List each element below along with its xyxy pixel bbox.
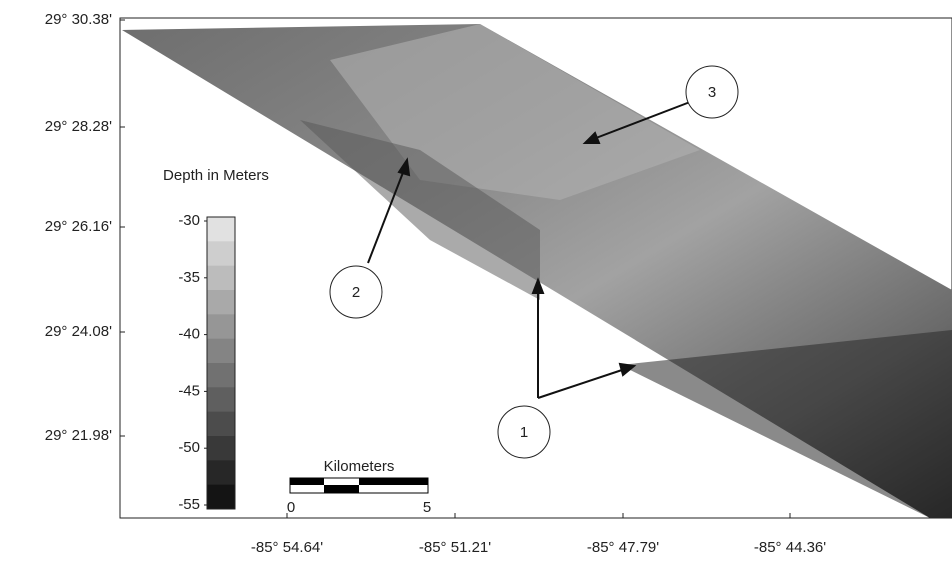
colorbar-band (207, 266, 235, 291)
scale-title: Kilometers (324, 458, 395, 475)
colorbar-band (207, 460, 235, 485)
depth-legend: Depth in Meters -30 -35 -40 -45 -50 -55 (163, 167, 269, 513)
colorbar-band (207, 339, 235, 364)
scale-seg (324, 485, 359, 493)
colorbar-band (207, 485, 235, 510)
legend-title: Depth in Meters (163, 167, 269, 184)
colorbar-band (207, 412, 235, 437)
callout-label: 2 (352, 284, 360, 301)
latitude-label: 29° 26.16' (45, 218, 112, 235)
latitude-axis: 29° 30.38' 29° 28.28' 29° 26.16' 29° 24.08'… (45, 11, 125, 444)
scale-label: 0 (287, 499, 295, 516)
page: 29° 30.38' 29° 28.28' 29° 26.16' 29° 24.08'… (0, 0, 952, 581)
longitude-label: -85° 51.21' (419, 539, 491, 556)
legend-tick-label: -35 (178, 269, 200, 286)
scale-seg (290, 478, 324, 485)
longitude-label: -85° 44.36' (754, 539, 826, 556)
legend-tick-label: -45 (178, 382, 200, 399)
legend-tick-label: -30 (178, 212, 200, 229)
callout-label: 1 (520, 424, 528, 441)
longitude-label: -85° 54.64' (251, 539, 323, 556)
legend-tick-label: -50 (178, 439, 200, 456)
scale-label: 5 (423, 499, 431, 516)
longitude-label: -85° 47.79' (587, 539, 659, 556)
latitude-label: 29° 21.98' (45, 427, 112, 444)
latitude-label: 29° 30.38' (45, 11, 112, 28)
colorbar-band (207, 241, 235, 266)
legend-tick-label: -55 (178, 496, 200, 513)
scale-bar: Kilometers 0 5 (287, 458, 431, 516)
colorbar-band (207, 290, 235, 315)
colorbar-band (207, 387, 235, 412)
callout-label: 3 (708, 84, 716, 101)
colorbar-band (207, 363, 235, 388)
colorbar-band (207, 436, 235, 461)
scale-seg (359, 478, 428, 485)
longitude-axis: -85° 54.64' -85° 51.21' -85° 47.79' -85° 44… (251, 513, 826, 556)
arrow (538, 370, 622, 398)
colorbar-band (207, 217, 235, 242)
legend-tick-label: -40 (178, 326, 200, 343)
colorbar-band (207, 314, 235, 339)
map-figure: 29° 30.38' 29° 28.28' 29° 26.16' 29° 24.08'… (0, 0, 952, 581)
latitude-label: 29° 24.08' (45, 323, 112, 340)
latitude-label: 29° 28.28' (45, 118, 112, 135)
